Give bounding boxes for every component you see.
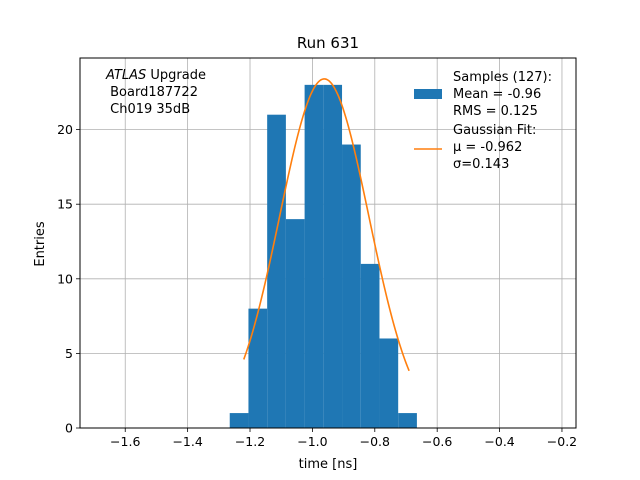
legend-fit-text-1: μ = -0.962	[453, 140, 522, 155]
histogram-bar-3	[285, 219, 305, 428]
histogram-bar-1	[248, 308, 268, 428]
histogram-bar-6	[342, 144, 361, 428]
legend-samples-text-0: Samples (127):	[453, 70, 552, 85]
x-axis-label: time [ns]	[299, 457, 358, 472]
histogram-bars	[229, 84, 417, 429]
histogram-bar-0	[229, 413, 249, 428]
chart-title: Run 631	[297, 34, 359, 52]
x-tick-label-2: −1.2	[235, 434, 265, 449]
x-tick-label-1: −1.4	[172, 434, 202, 449]
atlas-label: ATLAS	[105, 68, 146, 83]
atlas-annotation: ATLAS Upgrade Board187722 Ch019 35dB	[105, 68, 206, 117]
histogram-bar-9	[398, 413, 417, 428]
y-tick-label-4: 20	[57, 122, 73, 137]
histogram-bar-5	[323, 84, 343, 429]
x-tick-label-6: −0.4	[484, 434, 514, 449]
y-axis-label: Entries	[33, 221, 48, 267]
legend-fit-text-0: Gaussian Fit:	[453, 123, 536, 138]
gaussian-fit-layer	[243, 78, 410, 372]
legend-samples-swatch	[414, 89, 442, 99]
y-tick-label-2: 10	[57, 271, 73, 286]
y-tick-label-3: 15	[57, 197, 73, 212]
annotation-line-1: ATLAS Upgrade	[105, 68, 206, 83]
plot-frame	[79, 57, 577, 429]
y-tick-label-1: 5	[65, 346, 73, 361]
y-tick-label-0: 0	[65, 421, 73, 436]
legend: Samples (127): Mean = -0.96 RMS = 0.125 G…	[414, 70, 552, 172]
gaussian-fit-line	[243, 78, 410, 372]
legend-fit-text-2: σ=0.143	[453, 157, 509, 172]
annotation-line-2: Board187722	[106, 85, 198, 100]
annotation-line-3: Ch019 35dB	[106, 102, 190, 117]
upgrade-label: Upgrade	[146, 68, 206, 83]
x-tick-label-4: −0.8	[360, 434, 390, 449]
legend-samples-text-1: Mean = -0.96	[453, 87, 541, 102]
x-tick-label-7: −0.2	[547, 434, 577, 449]
x-tick-label-3: −1.0	[297, 434, 327, 449]
axes: −1.6 −1.4 −1.2 −1.0 −0.8 −0.6 −0.4 −0.2 0 5 10 15 20	[57, 57, 577, 449]
histogram-bar-2	[267, 114, 286, 429]
x-tick-label-0: −1.6	[110, 434, 140, 449]
legend-samples-text-2: RMS = 0.125	[453, 104, 538, 119]
x-tick-label-5: −0.6	[422, 434, 452, 449]
histogram-bar-8	[379, 338, 399, 428]
histogram-bar-7	[360, 263, 380, 428]
histogram-bar-4	[304, 84, 324, 429]
